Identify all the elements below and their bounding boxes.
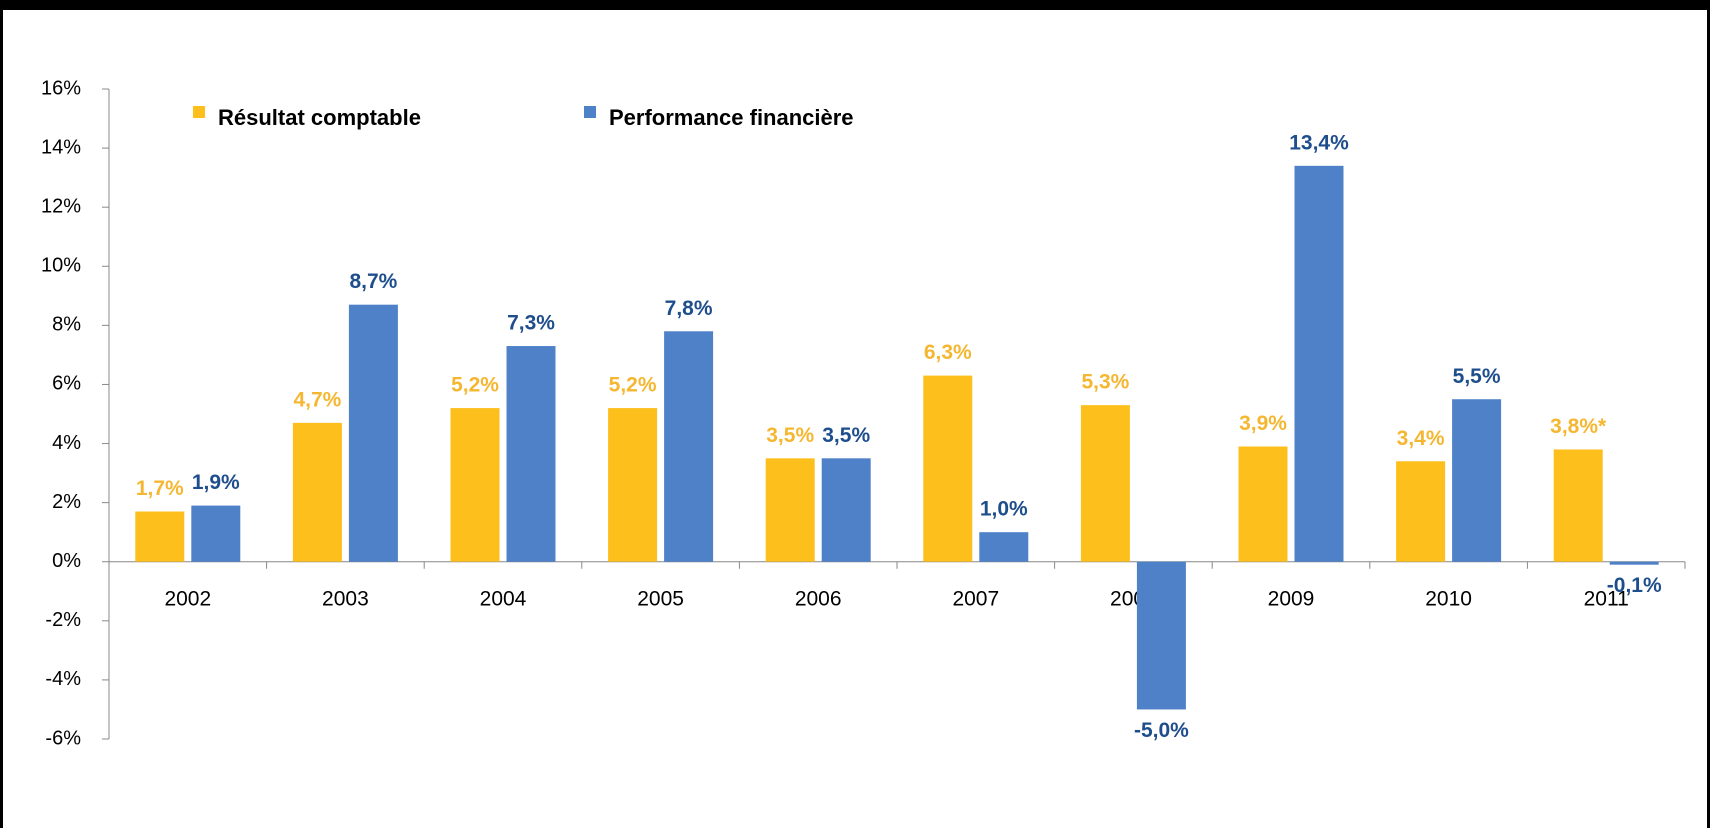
value-label: 5,2% [609,374,657,397]
x-tick-label: 2010 [1425,587,1472,610]
y-tick-label: 6% [52,373,81,395]
legend-label: Résultat comptable [218,105,421,130]
value-label: 1,7% [136,477,184,500]
x-tick-label: 2004 [480,587,527,610]
bar [608,408,658,562]
x-tick-label: 2002 [164,587,211,610]
value-label: 3,4% [1397,427,1445,450]
bar [506,346,556,562]
value-label: -5,0% [1134,719,1189,742]
value-label: 3,8%* [1550,415,1607,438]
value-label: -0,1% [1607,574,1662,597]
value-label: 5,5% [1453,365,1501,388]
bar [1396,461,1446,562]
bar [664,331,714,562]
bar [348,304,398,562]
bar [1609,561,1659,565]
value-label: 1,0% [980,498,1028,521]
x-tick-label: 2005 [637,587,684,610]
bar [1080,405,1130,562]
top-border [0,0,1710,10]
legend-label: Performance financière [609,105,854,130]
legend-swatch [584,106,596,118]
bar [292,422,342,562]
bar [1294,165,1344,562]
y-tick-label: -4% [45,668,81,690]
x-tick-label: 2011 [1584,587,1629,610]
bar [1452,399,1502,562]
y-tick-label: 12% [41,195,81,217]
value-label: 1,9% [192,471,240,494]
value-label: 3,9% [1239,412,1287,435]
value-label: 5,2% [451,374,499,397]
left-border [0,0,3,828]
bar [923,375,973,562]
x-tick-label: 2009 [1268,587,1315,610]
x-tick-label: 2006 [795,587,842,610]
value-label: 7,8% [665,297,713,320]
bar [1238,446,1288,562]
y-tick-label: 0% [52,550,81,572]
bar [765,458,815,562]
bar [1553,449,1603,562]
bar [135,511,185,562]
value-label: 13,4% [1289,131,1349,154]
value-label: 4,7% [293,388,341,411]
bar [979,532,1029,562]
right-border [1707,0,1710,828]
y-tick-label: 2% [52,491,81,513]
x-tick-label: 2007 [952,587,999,610]
y-tick-label: -2% [45,609,81,631]
y-tick-label: 4% [52,432,81,454]
y-tick-label: 8% [52,314,81,336]
value-label: 6,3% [924,341,972,364]
bar [1136,561,1186,710]
value-label: 3,5% [822,424,870,447]
value-label: 5,3% [1081,371,1129,394]
value-label: 8,7% [349,270,397,293]
value-label: 3,5% [766,424,814,447]
value-label: 7,3% [507,312,555,335]
bar [450,408,500,562]
bar [821,458,871,562]
y-tick-label: -6% [45,727,81,749]
legend-swatch [193,106,205,118]
x-tick-label: 2003 [322,587,369,610]
y-tick-label: 10% [41,255,81,277]
y-tick-label: 16% [41,77,81,99]
bar [191,505,241,562]
y-tick-label: 14% [41,136,81,158]
